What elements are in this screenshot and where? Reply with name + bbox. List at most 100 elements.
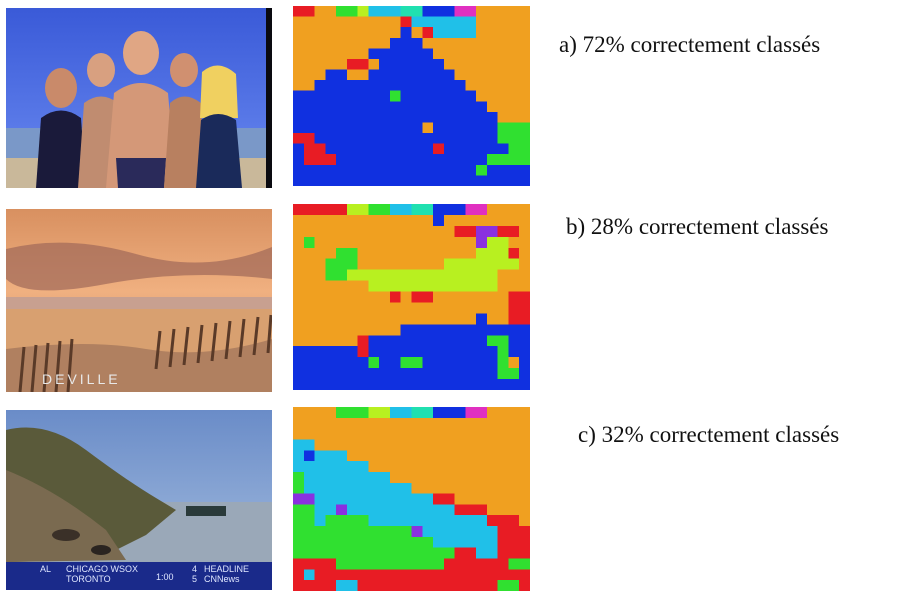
segment-cell [519,80,530,91]
segment-cell [454,37,466,49]
segment-cell [476,335,488,347]
segment-cell [368,324,380,336]
segment-cell [476,407,488,419]
segment-cell [443,450,455,462]
segment-cell [443,313,455,325]
segment-cell [497,547,509,559]
segment-cell [357,269,369,281]
segment-cell [346,357,358,369]
segment-cell [443,133,455,144]
segment-cell [497,101,509,113]
segment-cell [486,302,498,314]
segment-cell [497,461,509,473]
segment-cell [400,90,412,102]
segment-cell [422,335,434,347]
segment-cell [433,204,445,216]
segment-cell [379,569,391,581]
segment-cell [357,536,369,548]
segment-cell [357,6,369,17]
segment-cell [314,258,326,270]
segment-cell [411,27,423,38]
segment-cell [422,417,434,429]
segment-cell [433,37,445,49]
segment-cell [443,58,455,70]
segment-cell [325,175,337,186]
segment-cell [433,580,445,591]
segment-cell [379,368,391,380]
segment-cell [497,471,509,483]
segment-cell [497,313,509,325]
segment-cell [346,90,358,102]
segment-cell [400,461,412,473]
segment-cell [465,357,477,369]
segment-cell [411,225,423,238]
segment-cell [314,357,326,369]
segment-cell [486,417,498,429]
segment-cell [465,133,477,144]
segment-cell [336,48,348,60]
segment-cell [336,236,348,248]
segment-cell [293,580,304,591]
segment-cell [497,558,509,570]
segment-cell [314,27,326,38]
segment-cell [497,236,509,248]
segment-cell [465,80,477,91]
segment-cell [303,493,315,505]
segment-cell [486,225,498,238]
segment-cell [497,504,509,516]
segment-cell [508,526,520,538]
segment-cell [519,69,530,81]
segment-cell [293,547,304,559]
segment-cell [433,154,445,166]
segment-cell [346,547,358,559]
segment-cell [346,16,358,28]
segment-cell [400,80,412,91]
segment-cell [486,27,498,38]
segment-cell [443,558,455,570]
segment-cell [443,515,455,527]
segment-cell [336,247,348,259]
segment-cell [486,450,498,462]
segment-cell [411,280,423,292]
segment-cell [519,493,530,505]
ticker-score2: 5 [192,574,197,584]
segment-cell [476,154,488,166]
segment-cell [486,247,498,259]
segment-cell [465,504,477,516]
segment-cell [293,346,304,358]
segment-cell [433,461,445,473]
segment-cell [422,6,434,17]
segment-cell [497,69,509,81]
segment-cell [497,122,509,134]
segment-cell [293,214,304,227]
segment-cell [346,58,358,70]
segment-cell [411,269,423,281]
segment-cell [346,236,358,248]
segment-cell [486,280,498,292]
segment-cell [389,111,401,123]
segment-cell [411,428,423,440]
segment-cell [400,558,412,570]
segment-cell [465,450,477,462]
segment-cell [422,101,434,113]
segment-cell [325,313,337,325]
segment-cell [314,313,326,325]
segment-cell [465,48,477,60]
segment-cell [293,111,304,123]
segment-cell [422,471,434,483]
segment-cell [497,164,509,176]
segment-cell [443,368,455,380]
segment-cell [497,16,509,28]
segment-cell [519,154,530,166]
segment-cell [497,428,509,440]
segment-cell [314,58,326,70]
segment-cell [325,407,337,419]
segment-cell [346,154,358,166]
segment-cell [346,280,358,292]
segment-cell [465,27,477,38]
segment-cell [314,379,326,390]
segment-cell [325,504,337,516]
segment-cell [293,379,304,390]
segment-cell [336,37,348,49]
segment-cell [422,324,434,336]
